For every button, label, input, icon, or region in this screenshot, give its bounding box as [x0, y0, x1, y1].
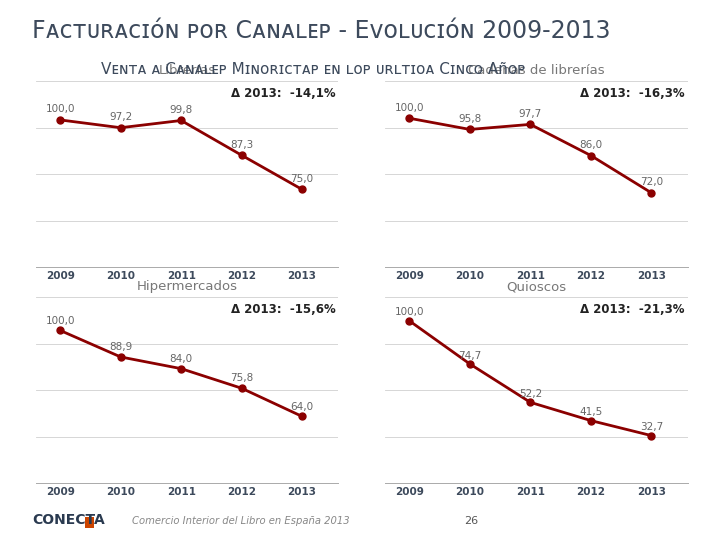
Text: 72,0: 72,0: [640, 178, 663, 187]
Text: 41,5: 41,5: [579, 407, 603, 417]
Text: 88,9: 88,9: [109, 342, 132, 352]
Text: Δ 2013:  -16,3%: Δ 2013: -16,3%: [580, 86, 685, 99]
Text: 84,0: 84,0: [170, 354, 193, 364]
Text: 75,0: 75,0: [291, 174, 314, 184]
Text: 64,0: 64,0: [291, 402, 314, 411]
Text: Comercio Interior del Libro en España 2013: Comercio Interior del Libro en España 20…: [132, 516, 350, 526]
Text: 97,2: 97,2: [109, 112, 132, 122]
Text: 100,0: 100,0: [395, 103, 424, 113]
Text: Fᴀᴄᴛᴜʀᴀᴄɪóɴ ᴘᴏʀ Cᴀɴᴀʟᴇᴘ - Eᴠᴏʟᴜᴄɪóɴ 2009-2013: Fᴀᴄᴛᴜʀᴀᴄɪóɴ ᴘᴏʀ Cᴀɴᴀʟᴇᴘ - Eᴠᴏʟᴜᴄɪóɴ 2009…: [32, 19, 611, 43]
Text: 86,0: 86,0: [580, 140, 603, 150]
Text: 100,0: 100,0: [45, 316, 75, 326]
Text: 100,0: 100,0: [45, 104, 75, 114]
Text: Δ 2013:  -15,6%: Δ 2013: -15,6%: [230, 302, 336, 315]
Text: 74,7: 74,7: [458, 350, 482, 361]
Text: 32,7: 32,7: [639, 422, 663, 432]
Title: Cadenas de librerías: Cadenas de librerías: [468, 64, 605, 77]
Text: Δ 2013:  -14,1%: Δ 2013: -14,1%: [230, 86, 336, 99]
Text: 26: 26: [464, 516, 479, 526]
Text: 97,7: 97,7: [518, 109, 542, 119]
Title: Quioscos: Quioscos: [506, 280, 567, 293]
Text: 75,8: 75,8: [230, 374, 253, 383]
Text: 95,8: 95,8: [458, 114, 482, 124]
Text: 99,8: 99,8: [169, 105, 193, 115]
Text: Vᴇɴᴛᴀ ᴀ Cᴀɴᴀʟᴇᴘ Mɪɴᴏʀɪᴄᴛᴀᴘ ᴇɴ ʟᴏᴘ ᴜʀʟᴛɪᴏᴀ Cɪɴᴄᴏ Añᴏᴘ: Vᴇɴᴛᴀ ᴀ Cᴀɴᴀʟᴇᴘ Mɪɴᴏʀɪᴄᴛᴀᴘ ᴇɴ ʟᴏᴘ ᴜʀʟᴛɪᴏ…: [101, 62, 525, 77]
Title: Hipermercados: Hipermercados: [137, 280, 238, 293]
Text: 100,0: 100,0: [395, 307, 424, 318]
Title: Librerías: Librerías: [158, 64, 216, 77]
Text: CONECTA: CONECTA: [32, 512, 105, 526]
Text: Δ 2013:  -21,3%: Δ 2013: -21,3%: [580, 302, 685, 315]
Text: 87,3: 87,3: [230, 140, 253, 150]
Text: 52,2: 52,2: [518, 389, 542, 399]
